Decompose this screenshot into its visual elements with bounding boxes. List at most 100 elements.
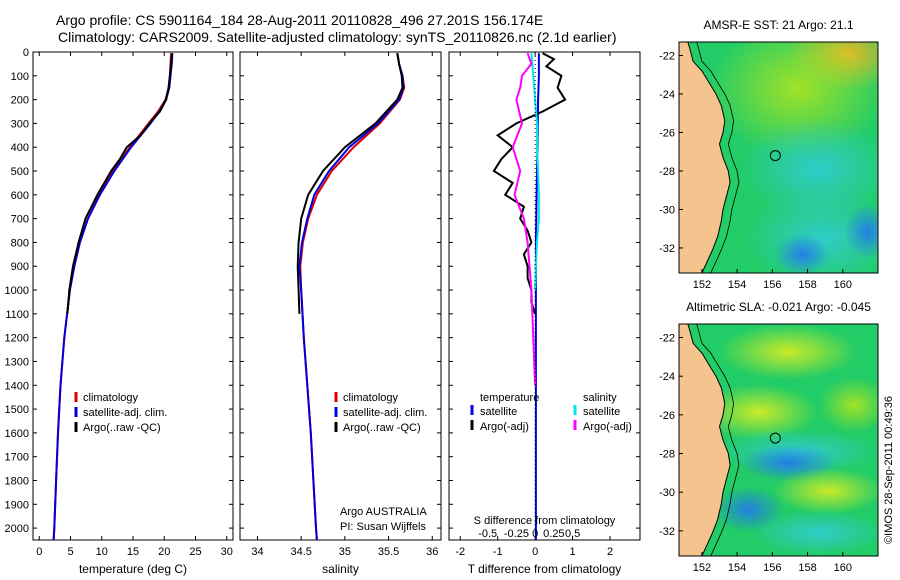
sla_map-xtick-label: 160 <box>834 562 852 574</box>
difference-xlabel-top: S difference from climatology <box>474 515 616 527</box>
temperature-ytick-label: 1500 <box>5 404 29 416</box>
sla_map-ytick-label: -22 <box>659 333 675 345</box>
sst_map-xtick-label: 156 <box>763 279 781 291</box>
difference-xtick-label: 2 <box>607 546 613 558</box>
sla_map-xtick-label: 152 <box>693 562 711 574</box>
sla_map-land <box>679 324 731 556</box>
temperature-ytick-label: 500 <box>11 166 29 178</box>
salinity-xlabel: salinity <box>322 562 359 576</box>
sla_map-argo-marker <box>769 432 781 444</box>
sla_map-field-patch <box>772 467 878 515</box>
difference-legend-label: satellite <box>480 406 517 418</box>
figure-title: Argo profile: CS 5901164_184 28-Aug-2011… <box>56 12 544 28</box>
sst_map-frame <box>678 41 879 274</box>
temperature-plot-frame <box>32 51 234 541</box>
sla_map-ytick-label: -26 <box>659 410 675 422</box>
credit-label: ©IMOS 28-Sep-2011 00:49:36 <box>883 396 895 544</box>
temperature-ytick-label: 1300 <box>5 356 29 368</box>
difference-legend-header: temperature <box>480 392 539 404</box>
sla_map-ytick-label: -28 <box>659 449 675 461</box>
temperature-legend-label: climatology <box>83 392 139 404</box>
difference-xtick-label: -2 <box>455 546 465 558</box>
salinity-legend-label: climatology <box>343 392 399 404</box>
temperature-ytick-label: 1400 <box>5 380 29 392</box>
temperature-ytick-label: 1200 <box>5 333 29 345</box>
sla_map-ytick-label: -24 <box>659 371 675 383</box>
sst_map-ytick-label: -28 <box>659 166 675 178</box>
sst_map-ytick-label: -26 <box>659 127 675 139</box>
salinity-series-argo-raw-qc- <box>296 53 404 314</box>
salinity-legend-label: Argo(..raw -QC) <box>343 422 421 434</box>
difference-s-tick-label: 0.25 <box>543 528 564 540</box>
figure-subtitle: Climatology: CARS2009. Satellite-adjuste… <box>58 29 617 45</box>
temperature-ytick-label: 700 <box>11 214 29 226</box>
difference-s-tick-label: -0.5 <box>478 528 497 540</box>
difference-legend-header: salinity <box>583 392 617 404</box>
sla_map-field <box>679 324 878 556</box>
salinity-plot-frame <box>239 51 442 541</box>
sst_map-shelf-contour <box>696 42 740 273</box>
temperature-ytick-label: 800 <box>11 237 29 249</box>
salinity-xtick-label: 35 <box>339 546 351 558</box>
temperature-xlabel: temperature (deg C) <box>79 562 187 576</box>
sla_map-xtick-label: 154 <box>728 562 746 574</box>
temperature-ytick-label: 400 <box>11 142 29 154</box>
temperature-ytick-label: 900 <box>11 261 29 273</box>
salinity-annotation: Argo AUSTRALIA <box>340 506 427 518</box>
temperature-ytick-label: 1800 <box>5 475 29 487</box>
difference-xtick-label: -1 <box>493 546 503 558</box>
temperature-xtick-label: 20 <box>158 546 170 558</box>
salinity-xtick-label: 34.5 <box>290 546 311 558</box>
difference-s-tick-label: 0.5 <box>565 528 580 540</box>
sla_map-field-patch <box>718 324 859 380</box>
sst_map-xtick-label: 158 <box>798 279 816 291</box>
temperature-ytick-label: 300 <box>11 118 29 130</box>
difference-legend-label: Argo(-adj) <box>480 421 529 433</box>
sla_map-ytick-label: -30 <box>659 487 675 499</box>
difference-legend-label: Argo(-adj) <box>583 421 632 433</box>
difference-series-temperature-argo-adj- <box>492 52 567 315</box>
temperature-ytick-label: 1700 <box>5 452 29 464</box>
temperature-legend-label: Argo(..raw -QC) <box>83 422 161 434</box>
difference-xtick-label: 1 <box>570 546 576 558</box>
sla_map-field-patch <box>748 509 878 556</box>
sst_map-field-patch <box>844 203 878 260</box>
sst_map-ytick-label: -22 <box>659 50 675 62</box>
sla_map-xtick-label: 156 <box>763 562 781 574</box>
salinity-annotation: PI: Susan Wijffels <box>340 521 426 533</box>
sla_map-field-patch <box>818 377 878 434</box>
temperature-legend-label: satellite-adj. clim. <box>83 407 167 419</box>
temperature-xtick-label: 30 <box>221 546 233 558</box>
sla_map-title: Altimetric SLA: -0.021 Argo: -0.045 <box>686 300 871 314</box>
temperature-ytick-label: 1000 <box>5 285 29 297</box>
difference-series-salinity-argo-adj- <box>511 52 537 386</box>
temperature-xtick-label: 15 <box>127 546 139 558</box>
sla_map-ytick-label: -32 <box>659 526 675 538</box>
temperature-xtick-label: 5 <box>67 546 73 558</box>
sst_map-xtick-label: 154 <box>728 279 746 291</box>
sst_map-field-patch <box>774 233 831 273</box>
sst_map-xtick-label: 160 <box>834 279 852 291</box>
sst_map-xtick-label: 152 <box>693 279 711 291</box>
difference-legend-label: satellite <box>583 406 620 418</box>
difference-xlabel: T difference from climatology <box>468 562 622 576</box>
temperature-series-argo-raw-qc- <box>66 53 173 314</box>
sst_map-title: AMSR-E SST: 21 Argo: 21.1 <box>703 18 853 32</box>
sst_map-ytick-label: -32 <box>659 243 675 255</box>
temperature-xtick-label: 0 <box>36 546 42 558</box>
temperature-ytick-label: 100 <box>11 71 29 83</box>
salinity-xtick-label: 34 <box>251 546 263 558</box>
temperature-xtick-label: 25 <box>189 546 201 558</box>
salinity-xtick-label: 36 <box>426 546 438 558</box>
temperature-ytick-label: 1900 <box>5 499 29 511</box>
difference-s-tick-label: 0 <box>532 528 538 540</box>
temperature-ytick-label: 1600 <box>5 428 29 440</box>
sst_map-ytick-label: -30 <box>659 204 675 216</box>
sla_map-xtick-label: 158 <box>798 562 816 574</box>
temperature-ytick-label: 2000 <box>5 523 29 535</box>
sst_map-field <box>679 42 878 273</box>
sst_map-argo-marker <box>769 150 781 162</box>
difference-s-tick-label: -0.25 <box>504 528 529 540</box>
difference-xtick-label: 0 <box>532 546 538 558</box>
